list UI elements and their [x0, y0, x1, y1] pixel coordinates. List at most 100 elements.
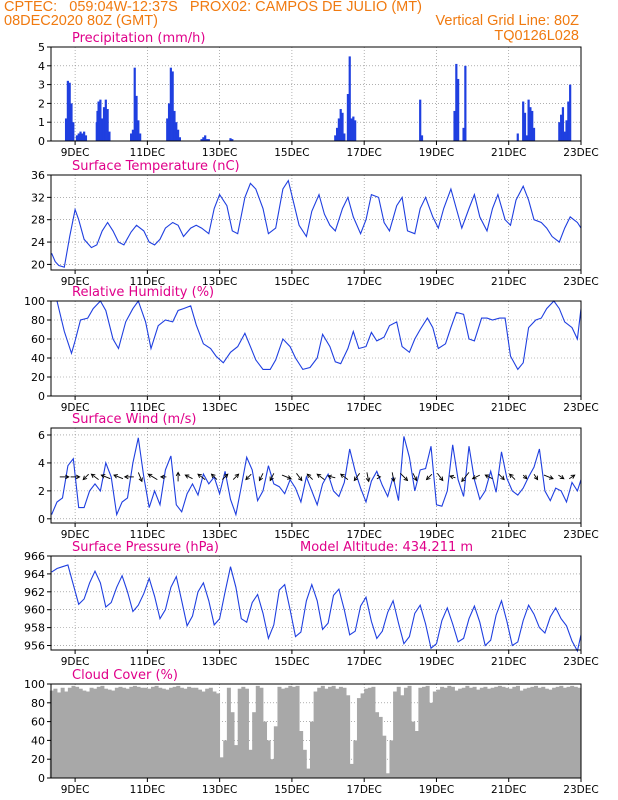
cloud-cover-bar — [537, 687, 542, 778]
y-tick-label: 0 — [38, 135, 45, 148]
precip-bar — [561, 107, 565, 141]
x-tick-label: 19DEC — [419, 276, 454, 288]
x-tick-label: 17DEC — [346, 656, 381, 668]
wind-vector-head — [123, 474, 129, 480]
precip-bar — [102, 107, 106, 141]
cloud-cover-bar — [566, 686, 571, 778]
cloud-cover-bar — [75, 686, 80, 778]
cloud-cover-bar — [544, 688, 549, 778]
x-tick-label: 17DEC — [346, 529, 381, 541]
precip-bar — [72, 122, 75, 141]
x-tick-label: 23DEC — [563, 276, 598, 288]
wind-vector-shaft — [426, 473, 433, 480]
precip-bar — [523, 112, 527, 141]
wind-vector-shaft — [485, 474, 493, 480]
precip-bar — [202, 137, 205, 141]
wind-vector-head — [548, 475, 554, 480]
x-tick-label: 11DEC — [130, 529, 165, 541]
wind-vector-head — [175, 471, 181, 477]
panel-2 — [47, 299, 582, 400]
x-tick-label: 21DEC — [491, 656, 526, 668]
y-tick-label: 956 — [24, 640, 45, 653]
y-tick-label: 28 — [31, 214, 45, 227]
panel-frame — [50, 46, 582, 142]
cloud-cover-bar — [523, 688, 528, 778]
panel-0 — [47, 46, 582, 145]
x-tick-label: 13DEC — [202, 529, 237, 541]
precip-bar — [207, 139, 210, 141]
wind-vector-head — [559, 474, 565, 480]
y-tick-label: 20 — [31, 753, 45, 766]
precip-bar — [352, 116, 355, 141]
panel-title: Surface Pressure (hPa) — [72, 540, 219, 555]
wind-vector-shaft — [306, 473, 314, 480]
cloud-cover-bar — [497, 685, 502, 778]
wind-vector-head — [223, 473, 229, 479]
x-tick-label: 15DEC — [274, 402, 309, 414]
wind-vector-head — [184, 474, 190, 479]
cloud-cover-bar — [150, 686, 156, 778]
wind-vector-shaft — [258, 473, 264, 481]
cloud-cover-bar — [317, 687, 322, 778]
series-line — [51, 299, 582, 371]
wind-vector-shaft — [281, 474, 292, 480]
x-tick-label: 9DEC — [61, 656, 90, 668]
precip-bar — [64, 118, 68, 141]
precip-bar — [531, 110, 534, 141]
cloud-cover-bar — [328, 686, 333, 778]
x-tick-label: 13DEC — [202, 402, 237, 414]
cloud-cover-bar — [252, 712, 257, 778]
precip-bar — [525, 135, 528, 141]
precip-bar — [173, 110, 176, 141]
x-tick-label: 17DEC — [346, 784, 381, 796]
cloud-cover-bar — [403, 687, 408, 778]
wind-vector-shaft — [148, 473, 158, 480]
cloud-cover-bar — [562, 687, 567, 778]
precip-bar — [567, 101, 570, 141]
x-tick-label: 19DEC — [419, 147, 454, 159]
wind-vector-shaft — [340, 473, 349, 480]
y-tick-label: 4 — [38, 60, 45, 73]
wind-vector-head — [438, 476, 444, 482]
precip-bar — [205, 139, 209, 141]
y-tick-label: 24 — [31, 236, 45, 249]
x-tick-label: 9DEC — [61, 402, 90, 414]
precip-bar — [137, 120, 140, 141]
cloud-cover-bar — [169, 687, 174, 778]
cloud-cover-bar — [306, 768, 311, 778]
precip-bar — [131, 129, 135, 141]
wind-vector-shaft — [472, 474, 481, 480]
wind-vector-shaft — [461, 472, 470, 482]
wind-vector-shaft — [569, 474, 575, 480]
cloud-cover-bar — [570, 685, 575, 778]
cloud-cover-bar — [414, 731, 419, 778]
wind-vector-head — [403, 476, 409, 482]
cloud-cover-bar — [501, 686, 506, 778]
cloud-cover-bar — [385, 773, 390, 778]
cloud-cover-bar — [356, 698, 361, 778]
cloud-cover-bar — [176, 685, 181, 778]
cloud-cover-bar — [158, 687, 163, 778]
x-tick-label: 11DEC — [130, 147, 165, 159]
y-tick-label: 60 — [31, 716, 45, 729]
panel-3 — [47, 427, 582, 527]
panel-title: Surface Wind (m/s) — [72, 412, 196, 427]
precip-bar — [178, 137, 181, 141]
wind-vector-shaft — [185, 474, 193, 480]
cloud-cover-bar — [241, 686, 246, 778]
precip-bar — [108, 131, 111, 141]
x-tick-label: 15DEC — [274, 784, 309, 796]
precip-bar — [453, 110, 456, 141]
cloud-cover-bar — [118, 686, 123, 778]
cloud-cover-bar — [288, 685, 293, 778]
precip-bar — [79, 131, 82, 141]
cloud-cover-bar — [208, 687, 213, 778]
wind-vector-head — [461, 477, 466, 483]
wind-vector-shaft — [449, 475, 456, 479]
wind-vector-shaft — [211, 473, 218, 480]
y-tick-label: 1 — [38, 116, 45, 129]
cloud-cover-bar — [324, 688, 329, 778]
cloud-cover-bar — [411, 721, 416, 778]
cloud-cover-bar — [281, 688, 286, 778]
cloud-cover-bar — [483, 686, 488, 778]
